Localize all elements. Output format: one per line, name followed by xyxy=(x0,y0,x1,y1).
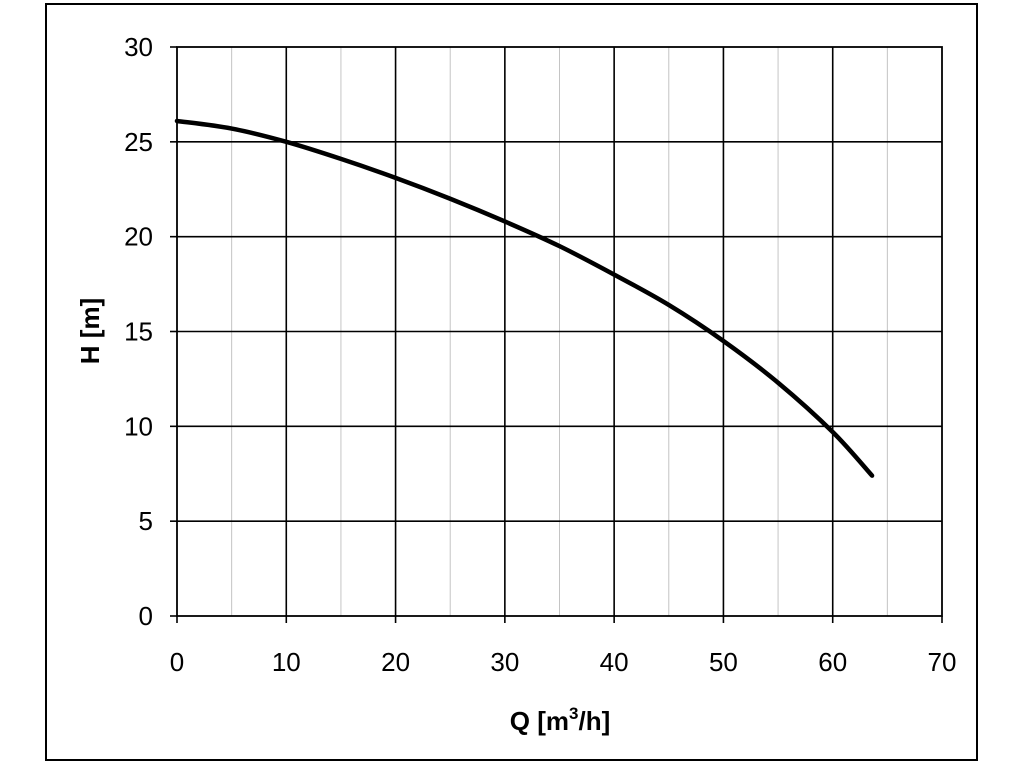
x-tick-label-50: 50 xyxy=(709,647,738,677)
y-tick-label-10: 10 xyxy=(124,411,153,441)
plot-area-border xyxy=(176,46,943,617)
y-tick-label-5: 5 xyxy=(139,506,153,536)
y-tick-labels: 0 5 10 15 20 25 30 xyxy=(124,32,153,631)
y-tick-label-0: 0 xyxy=(139,601,153,631)
chart-frame xyxy=(45,3,978,761)
series-line-0 xyxy=(174,118,875,478)
y-tick-label-25: 25 xyxy=(124,127,153,157)
x-tick-label-20: 20 xyxy=(381,647,410,677)
x-tick-labels: 0 10 20 30 40 50 60 70 xyxy=(170,647,957,677)
x-tick-label-0: 0 xyxy=(170,647,184,677)
y-axis-title: H [m] xyxy=(75,298,105,364)
y-tick-label-15: 15 xyxy=(124,317,153,347)
x-tick-label-70: 70 xyxy=(928,647,957,677)
x-axis-title: Q [m3/h] xyxy=(510,704,610,736)
x-tick-label-10: 10 xyxy=(272,647,301,677)
x-tick-label-60: 60 xyxy=(818,647,847,677)
axes xyxy=(170,46,943,623)
y-tick-label-20: 20 xyxy=(124,222,153,252)
y-tick-label-30: 30 xyxy=(124,32,153,62)
major-gridlines xyxy=(177,47,942,616)
x-tick-label-40: 40 xyxy=(600,647,629,677)
series-lines xyxy=(174,118,875,478)
x-tick-label-30: 30 xyxy=(490,647,519,677)
